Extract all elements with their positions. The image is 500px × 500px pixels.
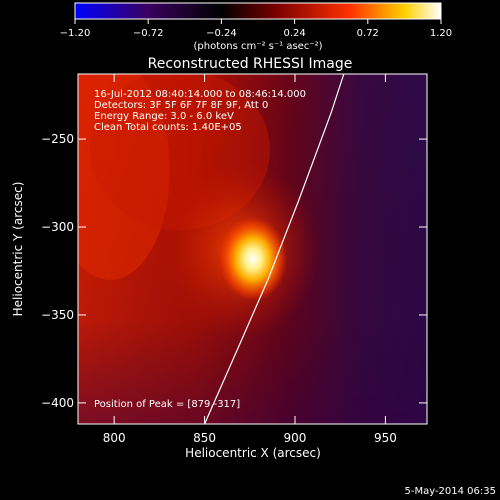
colorbar-tick-label: 0.72 — [357, 28, 379, 39]
x-tick-label: 800 — [103, 431, 126, 445]
colorbar-tick-label: −1.20 — [60, 28, 91, 39]
solar-limb-line — [204, 74, 345, 424]
y-axis-label: Heliocentric Y (arcsec) — [11, 182, 25, 317]
y-tick-label: −250 — [41, 132, 74, 146]
y-tick-label: −400 — [41, 396, 74, 410]
x-axis-label: Heliocentric X (arcsec) — [185, 446, 321, 460]
annotation-line: 16-Jul-2012 08:40:14.000 to 08:46:14.000 — [94, 89, 306, 100]
annotation-line: Detectors: 3F 5F 6F 7F 8F 9F, Att 0 — [94, 100, 268, 111]
colorbar-tick-label: 0.24 — [283, 28, 305, 39]
timestamp: 5-May-2014 06:35 — [404, 486, 496, 497]
colorbar-tick-label: 1.20 — [430, 28, 452, 39]
x-tick-label: 850 — [193, 431, 216, 445]
colorbar — [74, 2, 442, 20]
x-tick-label: 900 — [284, 431, 307, 445]
colorbar-tick-label: −0.72 — [133, 28, 164, 39]
peak-position-label: Position of Peak = [879,-317] — [94, 399, 240, 410]
x-tick-label: 950 — [374, 431, 397, 445]
colorbar-tick-label: −0.24 — [206, 28, 237, 39]
annotation-line: Clean Total counts: 1.40E+05 — [94, 122, 242, 133]
y-tick-label: −350 — [41, 308, 74, 322]
heatmap-image — [78, 74, 427, 424]
chart-title: Reconstructed RHESSI Image — [148, 56, 353, 72]
y-tick-label: −300 — [41, 220, 74, 234]
colorbar-unit-label: (photons cm⁻² s⁻¹ asec⁻²) — [193, 41, 322, 52]
annotation-line: Energy Range: 3.0 - 6.0 keV — [94, 111, 234, 122]
plot-frame — [77, 73, 428, 425]
